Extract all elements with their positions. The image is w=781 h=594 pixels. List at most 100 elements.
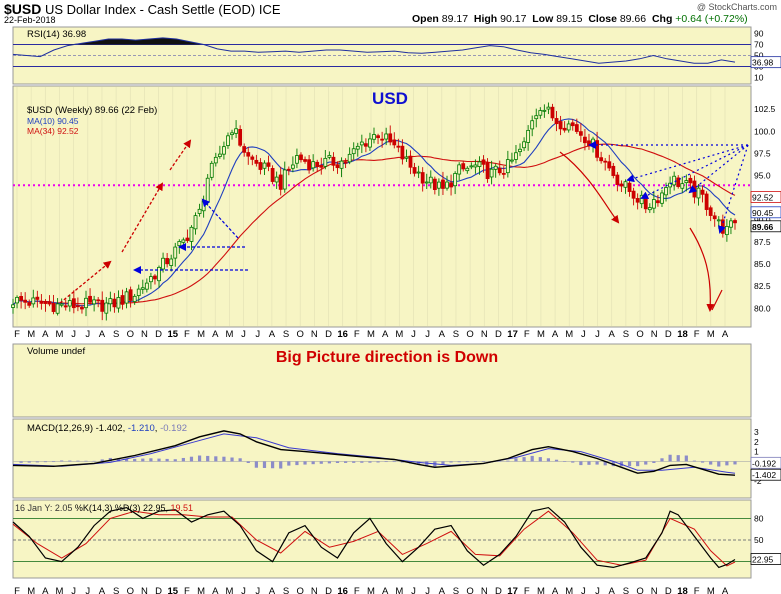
candle-body xyxy=(566,123,571,131)
macd-histogram-bar xyxy=(181,457,185,462)
close-value: 89.66 xyxy=(619,13,647,25)
month-tick-label: M xyxy=(27,586,35,594)
macd-tick-label: -2 xyxy=(754,476,762,486)
ohlc-readout: Open 89.17 High 90.17 Low 89.15 Close 89… xyxy=(412,13,748,25)
candle-body xyxy=(534,115,539,120)
macd-histogram-bar xyxy=(668,454,672,462)
stoch-last-value-label: 22.95 xyxy=(752,554,774,564)
candle-body xyxy=(278,174,283,190)
macd-histogram-bar xyxy=(344,461,348,463)
candle-body xyxy=(635,198,640,203)
stoch-legend: 16 Jan Y: 2.05 %K(14,3) %D(3) 22.95, 19.… xyxy=(15,503,193,513)
month-tick-label: A xyxy=(212,586,219,594)
candle-body xyxy=(19,296,24,301)
month-tick-label: 18 xyxy=(677,329,688,340)
macd-histogram-bar xyxy=(197,455,202,462)
exchange: ICE xyxy=(258,2,281,17)
macd-histogram-bar xyxy=(214,456,218,462)
red-down-curve-tick xyxy=(711,289,723,311)
candle-body xyxy=(295,155,299,164)
month-tick-label: O xyxy=(297,329,304,340)
candle-body xyxy=(274,176,279,183)
month-tick-label: N xyxy=(311,329,318,340)
candle-body xyxy=(392,139,397,146)
month-tick-label: 16 xyxy=(337,586,348,594)
month-tick-label: S xyxy=(113,586,119,594)
candle-body xyxy=(270,168,275,182)
month-tick-label: J xyxy=(595,586,600,594)
candle-body xyxy=(595,140,599,158)
macd-histogram-bar xyxy=(457,461,461,463)
candle-body xyxy=(282,169,287,190)
candle-body xyxy=(323,157,328,167)
macd-histogram-bar xyxy=(173,459,177,462)
month-tick-label: A xyxy=(439,329,446,340)
month-tick-label: O xyxy=(636,586,643,594)
macd-histogram-bar xyxy=(311,461,315,465)
candle-body xyxy=(384,133,389,140)
rsi-tick-label: 10 xyxy=(754,73,764,83)
macd-tick-label: 3 xyxy=(754,427,759,437)
month-tick-label: N xyxy=(141,329,148,340)
month-tick-label: J xyxy=(425,586,430,594)
red-up-arrow xyxy=(121,182,164,253)
month-tick-label: J xyxy=(255,329,260,340)
month-tick-label: S xyxy=(623,586,629,594)
candle-body xyxy=(165,258,170,265)
macd-histogram-bar xyxy=(352,461,356,463)
candle-body xyxy=(396,145,401,148)
candle-body xyxy=(201,200,206,212)
candle-body xyxy=(75,305,80,308)
month-tick-label: O xyxy=(466,329,473,340)
candle-body xyxy=(104,302,109,314)
candle-body xyxy=(680,183,685,189)
macd-histogram-bar xyxy=(514,458,518,462)
price-tick-label: 82.5 xyxy=(754,281,771,291)
candle-body xyxy=(144,282,149,290)
candle-body xyxy=(51,302,56,312)
month-tick-label: D xyxy=(665,329,672,340)
candle-body xyxy=(733,220,737,224)
month-tick-label: A xyxy=(99,586,106,594)
candle-body xyxy=(132,295,137,302)
macd-histogram-bar xyxy=(700,461,705,463)
price-last-value-box xyxy=(750,206,781,219)
candle-body xyxy=(136,288,141,296)
candle-body xyxy=(684,180,689,184)
low-value: 89.15 xyxy=(556,13,583,25)
month-tick-label: J xyxy=(241,329,246,340)
month-tick-label: J xyxy=(411,329,416,340)
candle-body xyxy=(250,156,255,160)
month-tick-label: J xyxy=(595,329,600,340)
price-last-value-label: 89.66 xyxy=(752,222,774,232)
candle-body xyxy=(587,140,591,147)
month-tick-label: J xyxy=(255,586,260,594)
macd-histogram-bar xyxy=(335,461,340,463)
macd-histogram-bar xyxy=(133,458,137,462)
price-tick-label: 87.5 xyxy=(754,237,771,247)
candle-body xyxy=(647,207,652,211)
macd-histogram-bar xyxy=(149,458,153,462)
month-tick-label: A xyxy=(609,329,616,340)
month-tick-label: 17 xyxy=(507,586,518,594)
candle-body xyxy=(505,159,510,174)
macd-histogram-bar xyxy=(652,461,656,463)
month-tick-label: M xyxy=(56,586,64,594)
candle-body xyxy=(664,187,668,196)
candle-body xyxy=(408,155,413,168)
macd-histogram-bar xyxy=(206,455,210,462)
candle-body xyxy=(319,165,324,168)
candle-body xyxy=(67,300,72,307)
macd-last-value-box xyxy=(750,468,781,481)
macd-histogram-bar xyxy=(579,461,583,466)
macd-histogram-bar xyxy=(692,460,697,462)
month-tick-label: F xyxy=(354,586,360,594)
macd-histogram-bar xyxy=(43,461,48,463)
macd-legend-name: MACD(12,26,9) xyxy=(27,423,93,434)
rsi-last-value-label: 36.98 xyxy=(752,58,774,68)
open-value: 89.17 xyxy=(441,13,469,25)
macd-histogram-bar xyxy=(546,458,551,462)
rsi-tick-label: 50 xyxy=(754,51,764,61)
candle-body xyxy=(542,109,547,112)
